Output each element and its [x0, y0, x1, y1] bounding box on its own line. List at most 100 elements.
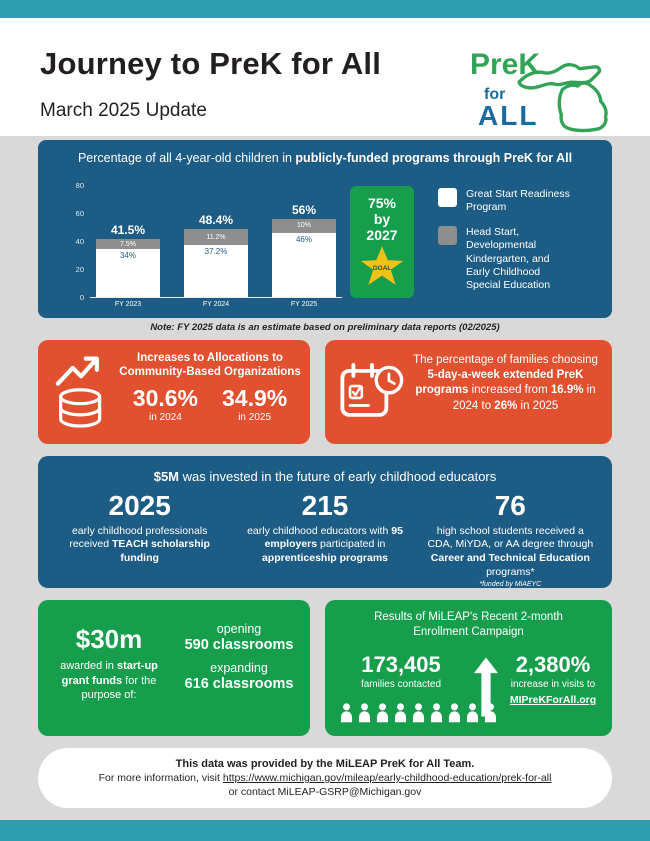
- bar-segment-gsrp: 46%: [272, 232, 336, 297]
- top-accent-bar: [0, 0, 650, 18]
- families-t1: The percentage of families choosing: [413, 354, 598, 366]
- person-icon: [448, 703, 461, 723]
- enrollment-contacted-label: families contacted: [360, 679, 442, 690]
- educators-heading-rest: was invested in the future of early chil…: [179, 469, 497, 484]
- goal-box: 75% by 2027 GOAL: [350, 186, 414, 298]
- bar-plot: 41.5% 7.5% 34% FY 2023 48.4% 11.2% 37.2% FY 202…: [90, 186, 342, 308]
- up-arrow-icon: [474, 654, 498, 722]
- bar-x-label: FY 2025: [290, 301, 318, 308]
- bar-segment-gsrp: 34%: [96, 249, 160, 297]
- edu-teach-b1: TEACH scholarship funding: [111, 538, 210, 565]
- grants-value-opening: 590 classrooms: [184, 637, 294, 653]
- edu-app-b1: 95 employers: [264, 524, 403, 551]
- families-b1: 5-day-a-week extended PreK programs: [415, 369, 584, 397]
- edu-desc-cte: high school students received a CDA, MiY…: [425, 525, 596, 580]
- footer-pill: This data was provided by the MiLEAP Pre…: [38, 748, 612, 808]
- footer-info: For more information, visit https://www.…: [38, 772, 612, 784]
- grants-items: opening 590 classrooms expanding 616 cla…: [176, 614, 302, 692]
- legend-label-headstart: Head Start, Developmental Kindergarten, …: [466, 226, 551, 291]
- y-tick-label: 20: [75, 265, 84, 274]
- families-t3: in 2024 to: [452, 384, 596, 412]
- families-panel: The percentage of families choosing 5-da…: [325, 340, 612, 444]
- grants-summary: $30m awarded in start-up grant funds for…: [46, 624, 172, 703]
- person-icon: [412, 703, 425, 723]
- edu-app-t2: participated in: [317, 538, 386, 551]
- edu-app-t1: early childhood educators with: [247, 524, 392, 537]
- bar-segment-gsrp: 37.2%: [184, 244, 248, 297]
- goal-line-1: 75%: [367, 195, 397, 211]
- grants-amount: $30m: [75, 624, 143, 654]
- y-tick-label: 0: [79, 293, 84, 302]
- grants-action-opening: opening: [216, 622, 262, 636]
- legend-item-gsrp: Great Start Readiness Program: [438, 188, 608, 214]
- chart-title-regular: Percentage of all 4-year-old children in: [77, 151, 296, 165]
- grants-panel: $30m awarded in start-up grant funds for…: [38, 600, 310, 736]
- person-icon: [466, 703, 479, 723]
- edu-number-cte: 76: [494, 490, 526, 521]
- chart-panel: Percentage of all 4-year-old children in…: [38, 140, 612, 318]
- allocation-stat-2024: 30.6% in 2024: [133, 386, 198, 423]
- bar-x-label: FY 2024: [202, 301, 230, 308]
- edu-desc-apprentice: early childhood educators with 95 employ…: [239, 525, 410, 566]
- miprekforall-link[interactable]: MIPreKForAll.org: [509, 694, 597, 706]
- legend-item-headstart: Head Start, Developmental Kindergarten, …: [438, 226, 608, 292]
- bar-x-label: FY 2023: [114, 301, 142, 308]
- legend-swatch-gray: [438, 226, 457, 246]
- logo-text-prek: PreK: [470, 48, 541, 81]
- bar-segment-headstart: 7.5%: [96, 238, 160, 250]
- logo-text-for: for: [484, 86, 506, 103]
- edu-teach-t1: early childhood professionals received: [69, 524, 208, 551]
- enrollment-increase-value: 2,380%: [515, 652, 591, 677]
- edu-cte-t1: high school students received a CDA, MiY…: [427, 524, 594, 551]
- logo-text-all: ALL: [478, 100, 539, 131]
- families-b3: 26%: [494, 399, 518, 412]
- edu-col-cte: 76 high school students received a CDA, …: [425, 490, 596, 589]
- edu-col-apprentice: 215 early childhood educators with 95 em…: [239, 490, 410, 588]
- allocations-heading: Increases to Allocations to Community-Ba…: [119, 352, 301, 379]
- people-row: [339, 702, 498, 723]
- footer-contact: or contact MiLEAP-GSRP@Michigan.gov: [228, 786, 422, 798]
- grants-b1: start-up grant funds: [61, 660, 158, 687]
- chart-title-bold: publicly-funded programs through PreK fo…: [295, 151, 573, 165]
- legend-label-gsrp: Great Start Readiness Program: [466, 188, 570, 214]
- allocations-stats: 30.6% in 2024 34.9% in 2025: [118, 386, 302, 423]
- grants-t2: for the purpose of:: [81, 674, 157, 702]
- legend-swatch-white: [438, 188, 457, 207]
- allocation-value-2025: 34.9%: [222, 384, 288, 411]
- grants-desc: awarded in start-up grant funds for the …: [46, 659, 172, 703]
- edu-footnote: *funded by MiAEYC: [479, 581, 542, 589]
- y-tick-label: 80: [75, 181, 84, 190]
- y-tick-label: 60: [75, 209, 84, 218]
- footer-info-prefix: For more information, visit: [98, 772, 223, 784]
- person-icon: [358, 703, 371, 723]
- educators-heading: $5M was invested in the future of early …: [38, 469, 612, 484]
- chart-legend: Great Start Readiness Program Head Start…: [438, 188, 608, 304]
- page-header: Journey to PreK for All March 2025 Updat…: [0, 18, 650, 136]
- goal-star-label: GOAL: [372, 264, 392, 272]
- goal-star-icon: GOAL: [360, 246, 404, 288]
- families-t2: increased from: [468, 384, 551, 397]
- chart-note: Note: FY 2025 data is an estimate based …: [150, 322, 500, 333]
- calendar-clock-icon: [340, 363, 404, 417]
- bar-group-fy-2024: 48.4% 11.2% 37.2% FY 2024: [184, 213, 248, 308]
- bar-group-fy-2025: 56% 10% 46% FY 2025: [272, 203, 336, 308]
- grants-value-expanding: 616 classrooms: [184, 676, 294, 692]
- michigan-outline-icon: [517, 63, 608, 133]
- y-axis: 80 60 40 20 0: [60, 182, 84, 302]
- edu-number-apprentice: 215: [301, 490, 349, 521]
- page-subtitle: March 2025 Update: [40, 100, 207, 121]
- y-tick-label: 40: [75, 237, 84, 246]
- edu-cte-t2: programs*: [486, 565, 535, 578]
- bar-segment-headstart: 10%: [272, 218, 336, 233]
- michigan-gov-link[interactable]: https://www.michigan.gov/mileap/early-ch…: [222, 772, 552, 784]
- allocations-panel: Increases to Allocations to Community-Ba…: [38, 340, 310, 444]
- bar-segment-headstart: 11.2%: [184, 229, 248, 245]
- page-title: Journey to PreK for All: [40, 46, 382, 81]
- prek-for-all-logo: PreK for ALL: [470, 38, 622, 138]
- enrollment-contacted-value: 173,405: [361, 652, 441, 677]
- bar-total-label: 48.4%: [198, 213, 234, 228]
- allocation-stat-2025: 34.9% in 2025: [222, 386, 287, 423]
- families-t4: in 2025: [517, 399, 559, 412]
- enrollment-increase: 2,380% increase in visits to MIPreKForAl…: [501, 652, 605, 708]
- enrollment-contacted: 173,405 families contacted: [335, 652, 467, 690]
